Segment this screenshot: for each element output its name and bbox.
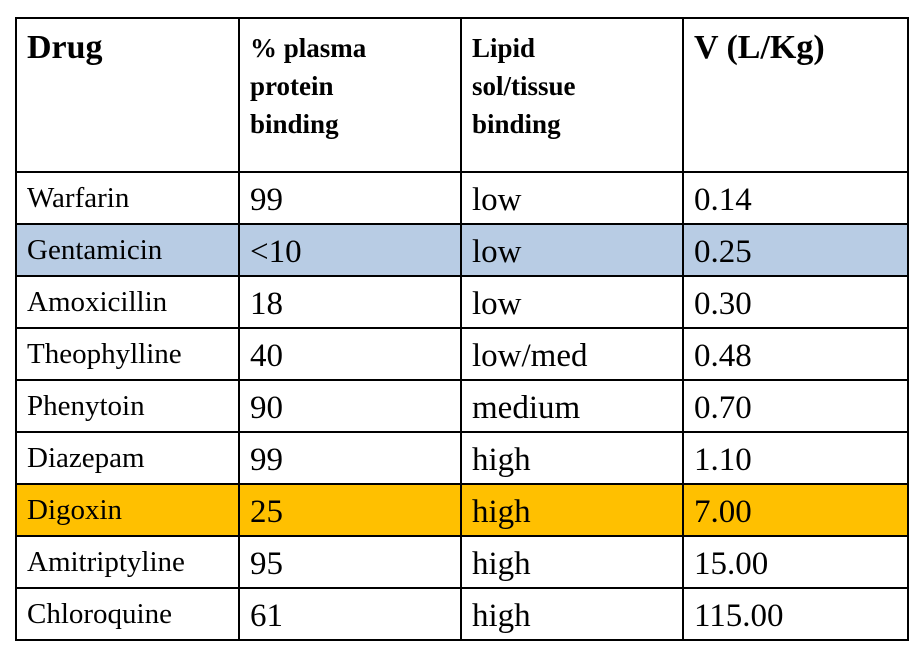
table-row: Theophylline 40 low/med 0.48 — [15, 327, 909, 381]
cell-lipid-solubility: high — [460, 431, 684, 485]
cell-drug-name: Amitriptyline — [15, 535, 240, 589]
cell-protein-binding: 99 — [238, 431, 462, 485]
cell-protein-binding: 18 — [238, 275, 462, 329]
header-binding-line-2: protein — [250, 71, 334, 101]
cell-volume: 7.00 — [682, 483, 909, 537]
table-row: Gentamicin <10 low 0.25 — [15, 223, 909, 277]
cell-volume: 0.30 — [682, 275, 909, 329]
cell-drug-name: Digoxin — [15, 483, 240, 537]
cell-drug-name: Diazepam — [15, 431, 240, 485]
header-drug: Drug — [15, 17, 240, 173]
cell-protein-binding: 99 — [238, 171, 462, 225]
cell-drug-name: Chloroquine — [15, 587, 240, 641]
cell-drug-name: Phenytoin — [15, 379, 240, 433]
table-header-row: Drug % plasma protein binding Lipid sol/… — [15, 17, 909, 173]
cell-drug-name: Theophylline — [15, 327, 240, 381]
table-row: Digoxin 25 high 7.00 — [15, 483, 909, 537]
header-lipid-line-2: sol/tissue — [472, 71, 576, 101]
table-row: Diazepam 99 high 1.10 — [15, 431, 909, 485]
cell-volume: 115.00 — [682, 587, 909, 641]
cell-lipid-solubility: high — [460, 587, 684, 641]
header-volume: V (L/Kg) — [682, 17, 909, 173]
cell-lipid-solubility: high — [460, 483, 684, 537]
cell-lipid-solubility: low — [460, 171, 684, 225]
cell-lipid-solubility: low — [460, 223, 684, 277]
cell-protein-binding: 40 — [238, 327, 462, 381]
table-row: Chloroquine 61 high 115.00 — [15, 587, 909, 641]
table-row: Phenytoin 90 medium 0.70 — [15, 379, 909, 433]
cell-lipid-solubility: low — [460, 275, 684, 329]
cell-protein-binding: 95 — [238, 535, 462, 589]
cell-volume: 15.00 — [682, 535, 909, 589]
cell-drug-name: Amoxicillin — [15, 275, 240, 329]
drug-distribution-table: Drug % plasma protein binding Lipid sol/… — [15, 17, 909, 641]
cell-volume: 0.25 — [682, 223, 909, 277]
table-row: Amoxicillin 18 low 0.30 — [15, 275, 909, 329]
cell-drug-name: Gentamicin — [15, 223, 240, 277]
cell-lipid-solubility: high — [460, 535, 684, 589]
header-lipid-line-3: binding — [472, 109, 561, 139]
cell-protein-binding: <10 — [238, 223, 462, 277]
cell-protein-binding: 25 — [238, 483, 462, 537]
cell-lipid-solubility: low/med — [460, 327, 684, 381]
cell-lipid-solubility: medium — [460, 379, 684, 433]
cell-volume: 0.48 — [682, 327, 909, 381]
table-row: Warfarin 99 low 0.14 — [15, 171, 909, 225]
cell-protein-binding: 90 — [238, 379, 462, 433]
drug-distribution-table-container: Drug % plasma protein binding Lipid sol/… — [15, 17, 909, 665]
cell-volume: 1.10 — [682, 431, 909, 485]
header-binding-line-1: % plasma — [250, 33, 367, 63]
header-plasma-protein-binding: % plasma protein binding — [238, 17, 462, 173]
cell-protein-binding: 61 — [238, 587, 462, 641]
header-binding-line-3: binding — [250, 109, 339, 139]
header-lipid-line-1: Lipid — [472, 33, 536, 63]
cell-drug-name: Warfarin — [15, 171, 240, 225]
cell-volume: 0.70 — [682, 379, 909, 433]
cell-volume: 0.14 — [682, 171, 909, 225]
table-body: Warfarin 99 low 0.14 Gentamicin <10 low 0.25 Amo… — [15, 171, 909, 641]
header-lipid-solubility: Lipid sol/tissue binding — [460, 17, 684, 173]
table-row: Amitriptyline 95 high 15.00 — [15, 535, 909, 589]
